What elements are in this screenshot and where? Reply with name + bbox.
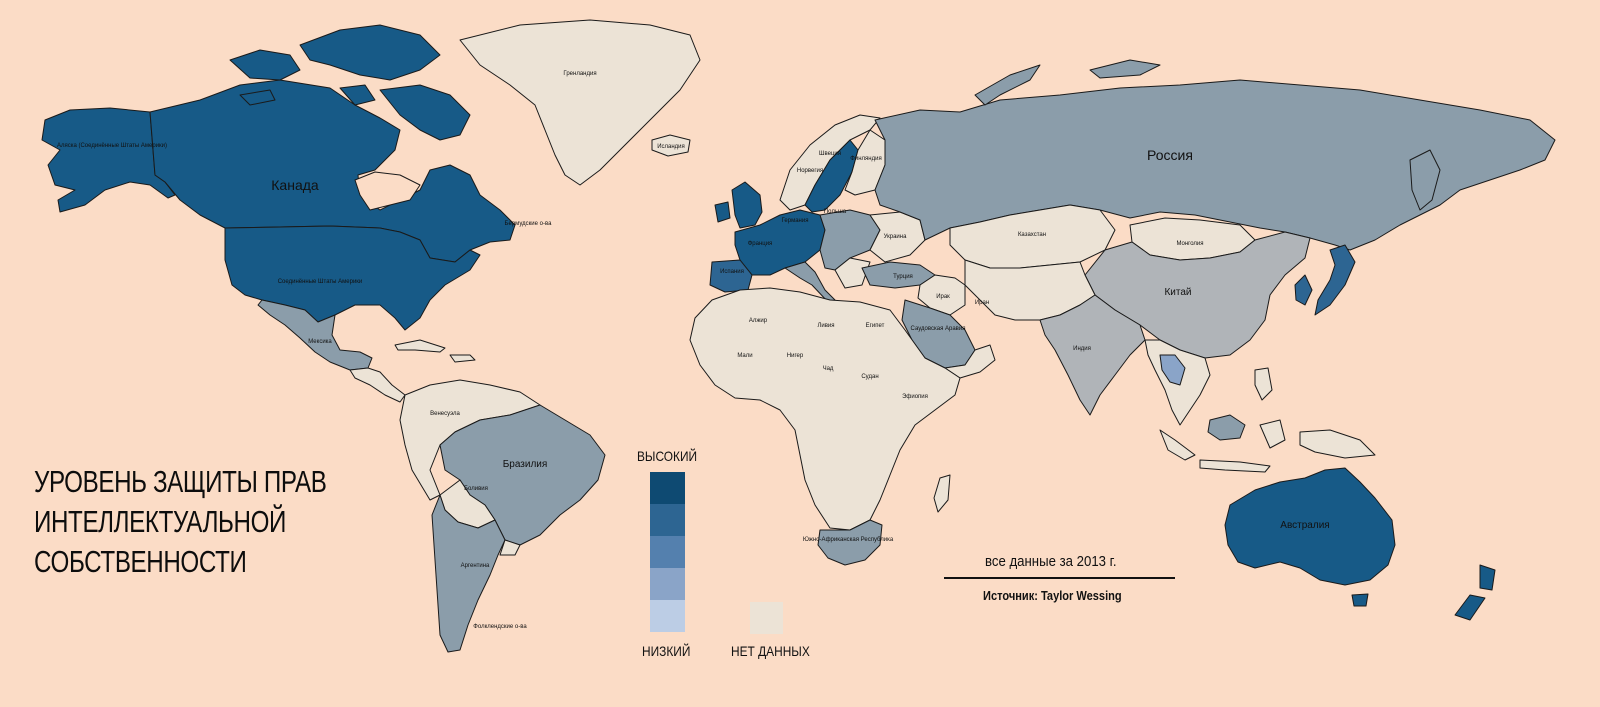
region-iceland	[651, 134, 691, 157]
legend-low-label: НИЗКИЙ	[642, 643, 691, 659]
region-korea	[1294, 274, 1313, 306]
label-south-africa: Южно-Африканская Республика	[803, 537, 894, 543]
label-russia: Россия	[1147, 147, 1193, 163]
legend-swatch-3	[650, 536, 685, 568]
data-year-note: все данные за 2013 г.	[985, 553, 1117, 570]
region-uruguay	[499, 539, 521, 556]
label-saudi: Саудовская Аравия	[911, 326, 966, 332]
region-australia	[1224, 467, 1396, 586]
label-poland: Польша	[824, 209, 847, 215]
region-new-guinea	[1299, 429, 1376, 459]
label-australia: Австралия	[1280, 520, 1329, 531]
label-finland: Финляндия	[850, 156, 881, 162]
label-mongolia: Монголия	[1176, 241, 1203, 247]
label-venezuela: Венесуэла	[430, 411, 460, 417]
region-arctic-islands	[229, 24, 471, 141]
region-japan	[1314, 244, 1356, 316]
label-iran: Иран	[975, 300, 989, 306]
label-bermuda: Бермудские о-ва	[505, 221, 553, 227]
source-credit: Источник: Taylor Wessing	[983, 588, 1122, 603]
label-brazil: Бразилия	[503, 459, 548, 470]
label-canada: Канада	[271, 177, 319, 193]
region-philippines	[1254, 367, 1273, 401]
label-iceland: Исландия	[657, 144, 685, 150]
region-argentina	[431, 494, 506, 653]
label-alaska: Аляска (Соединённые Штаты Америки)	[57, 143, 167, 149]
label-bolivia: Боливия	[464, 486, 488, 492]
region-new-zealand	[1454, 564, 1496, 621]
legend-swatch-2	[650, 504, 685, 536]
region-russian-islands	[974, 59, 1161, 106]
region-iraq	[917, 274, 966, 316]
label-libya: Ливия	[817, 323, 834, 329]
label-argentina: Аргентина	[461, 563, 490, 569]
label-france: Франция	[748, 241, 773, 247]
label-turkey: Турция	[893, 274, 913, 280]
label-germany: Германия	[782, 218, 809, 224]
label-ukraine: Украина	[884, 234, 908, 240]
label-mali: Мали	[737, 353, 752, 359]
region-arabia-south	[944, 344, 996, 379]
label-mexico: Мексика	[308, 339, 332, 345]
label-egypt: Египет	[866, 323, 885, 329]
region-thailand	[1159, 354, 1186, 386]
region-malaysia	[1207, 414, 1246, 441]
label-china: Китай	[1164, 287, 1191, 298]
label-india: Индия	[1073, 346, 1091, 352]
region-greenland	[459, 19, 701, 186]
label-ethiopia: Эфиопия	[902, 394, 928, 400]
label-kazakhstan: Казахстан	[1018, 232, 1046, 238]
region-indonesia	[1159, 419, 1286, 473]
legend-swatch-5	[650, 600, 685, 632]
title-line-2: ИНТЕЛЛЕКТУАЛЬНОЙ	[34, 504, 287, 539]
legend-swatch-4	[650, 568, 685, 600]
divider	[944, 577, 1175, 579]
label-chad: Чад	[823, 366, 834, 372]
region-central-america	[349, 367, 406, 403]
legend-high-label: ВЫСОКИЙ	[637, 448, 698, 464]
title-line-1: УРОВЕНЬ ЗАЩИТЫ ПРАВ	[34, 464, 327, 499]
map-title: УРОВЕНЬ ЗАЩИТЫ ПРАВ ИНТЕЛЛЕКТУАЛЬНОЙ СОБ…	[34, 462, 327, 582]
label-sweden: Швеция	[819, 151, 841, 157]
region-cuba	[394, 339, 476, 363]
legend-no-data-swatch	[750, 602, 783, 634]
region-madagascar	[933, 474, 951, 513]
label-niger: Нигер	[787, 353, 804, 359]
label-usa: Соединённые Штаты Америки	[278, 279, 363, 285]
region-india	[1039, 294, 1146, 416]
region-uk	[714, 181, 763, 229]
label-norway: Норвегия	[797, 168, 823, 174]
title-line-3: СОБСТВЕННОСТИ	[34, 544, 247, 579]
region-kamchatka	[1409, 149, 1441, 211]
region-africa-north	[689, 287, 961, 531]
region-mexico	[257, 299, 373, 371]
region-russia	[874, 79, 1556, 251]
legend-no-data-label: НЕТ ДАННЫХ	[731, 643, 810, 659]
label-greenland: Гренландия	[563, 71, 596, 77]
legend-swatch-1	[650, 472, 685, 504]
legend-scale	[650, 472, 685, 632]
label-falklands: Фолклендские о-ва	[473, 624, 527, 630]
region-south-africa	[817, 519, 883, 566]
region-tasmania	[1351, 593, 1369, 607]
label-algeria: Алжир	[749, 318, 768, 324]
label-iraq: Ирак	[936, 294, 950, 300]
region-hudson-bay	[354, 171, 421, 211]
label-spain: Испания	[720, 269, 744, 275]
label-sudan: Судан	[861, 374, 878, 380]
